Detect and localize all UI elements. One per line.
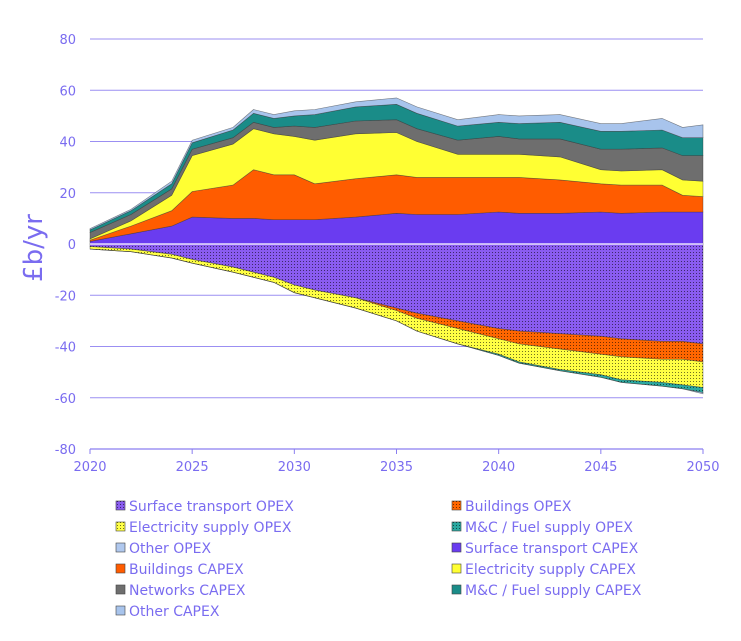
legend-item: M&C / Fuel supply CAPEX [451,583,642,599]
y-tick-label: 0 [68,238,76,253]
y-tick-label: -20 [55,289,76,304]
area-pattern [90,246,703,362]
x-tick-label: 2025 [176,460,209,475]
legend-item: Electricity supply OPEX [115,520,292,536]
y-tick-label: -80 [55,443,76,458]
legend-swatch [115,563,126,574]
area-fill [89,97,704,231]
y-tick-labels: -80 -60 -40 -20 0 20 40 60 80 [55,33,76,458]
legend-item: Networks CAPEX [115,583,246,599]
area-pattern [90,246,703,388]
legend-swatch [451,584,462,595]
legend-swatch [451,563,462,574]
y-tick-label: 60 [59,84,76,99]
x-tick-label: 2030 [278,460,311,475]
legend-swatch [451,542,462,553]
legend-item: Buildings OPEX [451,499,572,515]
y-tick-label: -40 [55,341,76,356]
legend-item: Electricity supply CAPEX [451,562,636,578]
y-tick-label: 20 [59,187,76,202]
y-tick-label: 40 [59,136,76,151]
legend-swatch-pattern [452,501,461,510]
legend-label: Buildings OPEX [465,499,572,515]
legend-swatch [115,584,126,595]
legend-swatch [115,605,126,616]
legend-label: Surface transport CAPEX [465,541,639,557]
area-series [89,97,704,395]
legend-label: Other OPEX [129,541,212,557]
legend-item: M&C / Fuel supply OPEX [451,520,633,536]
legend-label: Electricity supply OPEX [129,520,292,536]
x-tick-label: 2050 [686,460,719,475]
legend-label: Networks CAPEX [129,583,246,599]
area-fill [89,248,704,395]
legend-label: Surface transport OPEX [129,499,294,515]
legend-swatch [115,542,126,553]
y-tick-label: 80 [59,33,76,48]
legend-item: Buildings CAPEX [115,562,244,578]
legend-label: M&C / Fuel supply OPEX [465,520,633,536]
legend-swatch-pattern [452,522,461,531]
legend-item: Other OPEX [115,541,212,557]
legend-label: Electricity supply CAPEX [465,562,636,578]
y-tick-label: -60 [55,392,76,407]
area-pattern [90,244,703,344]
legend-label: M&C / Fuel supply CAPEX [465,583,642,599]
legend-item: Surface transport CAPEX [451,541,639,557]
area-other-opex [89,248,704,395]
x-tick-label: 2020 [73,460,106,475]
y-axis-label: £b/yr [19,214,49,282]
x-tick-labels: 2020 2025 2030 2035 2040 2045 2050 [73,449,720,475]
legend-swatch-pattern [116,501,125,510]
x-tick-label: 2035 [380,460,413,475]
x-tick-label: 2040 [482,460,515,475]
legend-item: Surface transport OPEX [115,499,294,515]
legend-item: Other CAPEX [115,604,220,620]
x-tick-label: 2045 [584,460,617,475]
legend: Surface transport OPEX Buildings OPEX Elec… [115,499,642,620]
legend-swatch-pattern [116,522,125,531]
legend-label: Other CAPEX [129,604,220,620]
legend-label: Buildings CAPEX [129,562,244,578]
area-other-capex [89,97,704,231]
